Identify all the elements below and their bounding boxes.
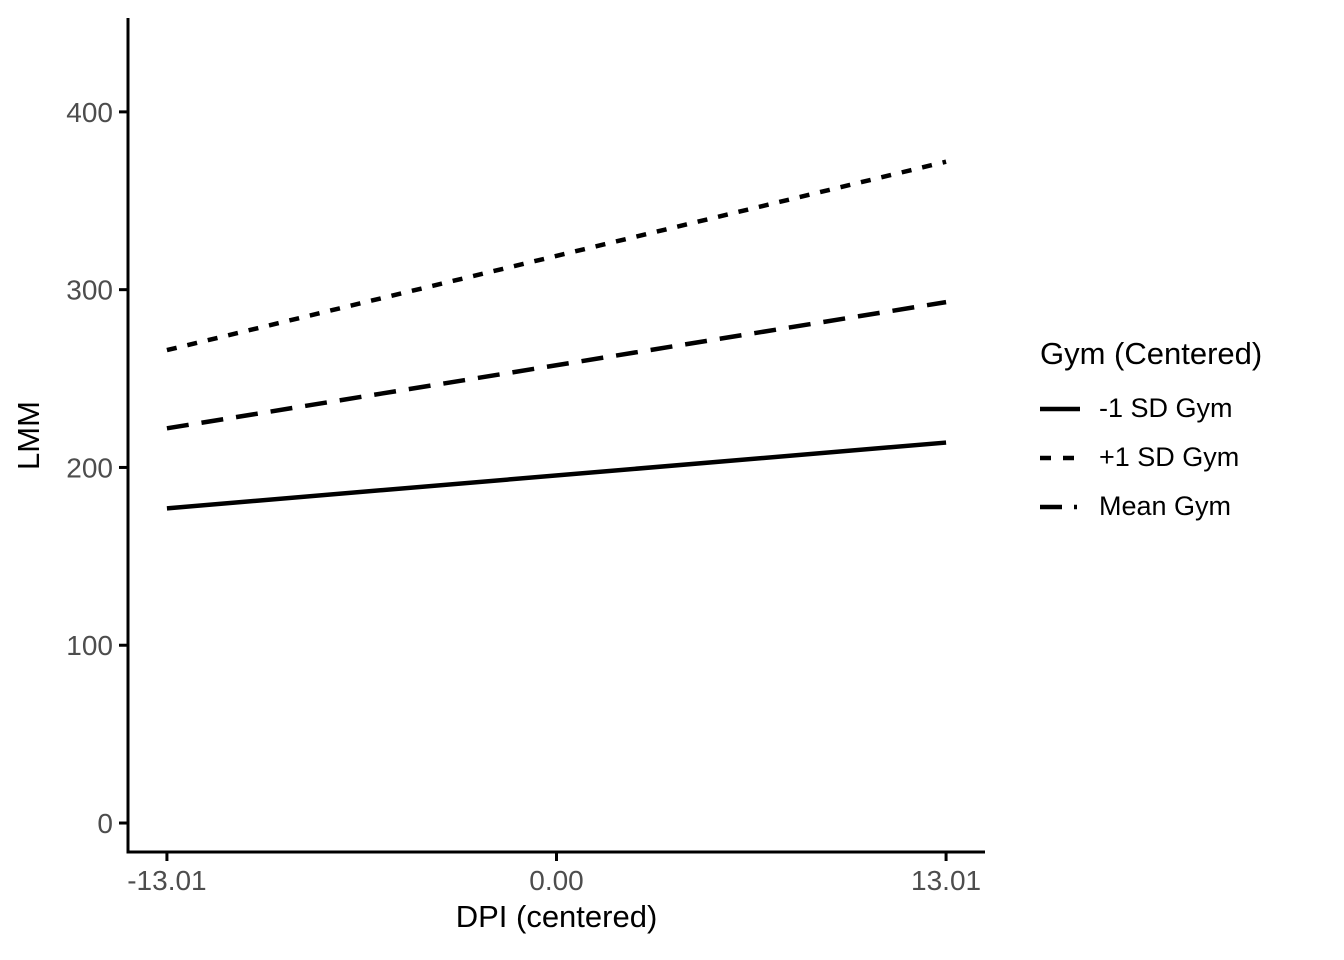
legend-item: +1 SD Gym <box>1040 443 1262 473</box>
y-axis-title: LMM <box>11 401 46 470</box>
x-tick-label: -13.01 <box>127 865 206 896</box>
legend-key-solid-line <box>1040 406 1080 411</box>
legend-key-shortdash-line <box>1040 455 1080 460</box>
legend-item-label: Mean Gym <box>1099 491 1232 522</box>
y-tick-label: 100 <box>66 630 113 661</box>
legend-item-label: -1 SD Gym <box>1099 393 1233 424</box>
legend-title: Gym (Centered) <box>1040 336 1263 371</box>
legend-item-label: +1 SD Gym <box>1099 442 1240 473</box>
y-tick-label: 300 <box>66 275 113 306</box>
y-tick-label: 400 <box>66 97 113 128</box>
legend-key-longdash-line <box>1040 504 1080 509</box>
legend: Gym (Centered) -1 SD Gym +1 SD Gym Mean … <box>1040 336 1262 522</box>
y-tick-label: 0 <box>97 808 113 839</box>
x-axis-title: DPI (centered) <box>455 899 658 934</box>
y-tick-label: 200 <box>66 452 113 483</box>
series-line-mean-gym <box>166 299 947 431</box>
x-tick-label: 13.01 <box>911 865 981 896</box>
legend-item: -1 SD Gym <box>1040 394 1262 424</box>
series-line--1-sd-gym <box>166 440 947 511</box>
legend-item: Mean Gym <box>1040 492 1262 522</box>
x-tick-label: 0.00 <box>529 865 584 896</box>
series-line--1-sd-gym <box>166 159 947 353</box>
